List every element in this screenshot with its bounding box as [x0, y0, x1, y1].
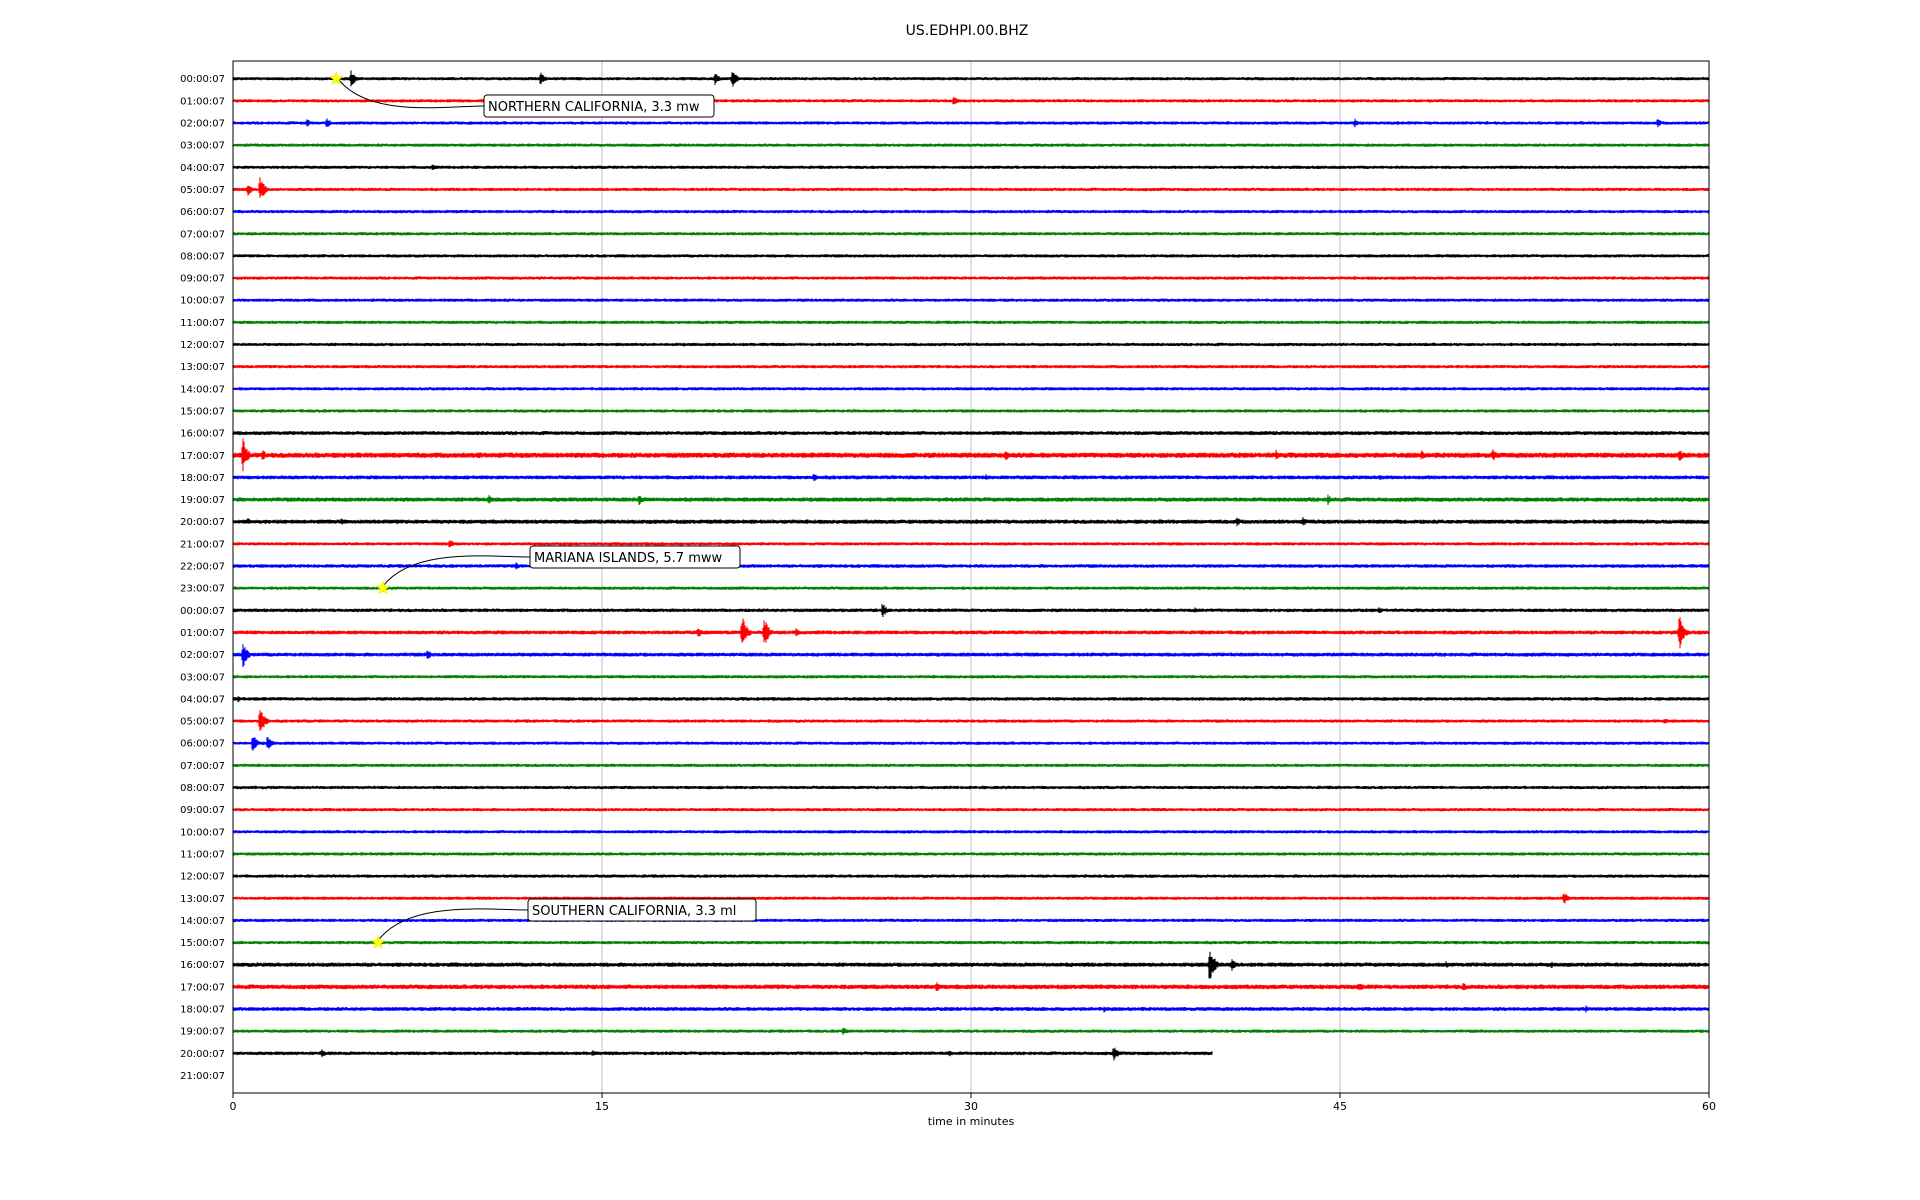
- row-time-label: 11:00:07: [180, 849, 225, 860]
- row-time-label: 13:00:07: [180, 894, 225, 905]
- annotation-connector: [335, 76, 485, 109]
- seismic-trace: [232, 1047, 1213, 1061]
- row-time-label: 14:00:07: [180, 384, 225, 395]
- annotation-connector: [382, 555, 531, 587]
- row-time-label: 19:00:07: [180, 495, 225, 506]
- row-time-label: 18:00:07: [180, 1005, 225, 1016]
- annotation-box: [529, 545, 741, 569]
- row-time-label: 01:00:07: [180, 628, 225, 639]
- grid-lines: [601, 61, 1341, 1093]
- row-time-label: 20:00:07: [180, 1049, 225, 1060]
- row-label-layer: 00:00:07 01:00:07 02:00:07 03:00:07 04:00:07…: [180, 74, 225, 1082]
- row-time-label: 23:00:07: [180, 584, 225, 595]
- row-time-label: 07:00:07: [180, 761, 225, 772]
- row-time-label: 03:00:07: [180, 672, 225, 683]
- annotation-label: NORTHERN CALIFORNIA, 3.3 mw: [488, 100, 700, 115]
- row-time-label: 17:00:07: [180, 451, 225, 462]
- annotation-label: SOUTHERN CALIFORNIA, 3.3 ml: [532, 904, 736, 919]
- seismic-trace: [232, 785, 1710, 790]
- seismic-trace: [232, 763, 1710, 767]
- x-tick-label: 0: [230, 1100, 237, 1113]
- row-time-label: 02:00:07: [180, 650, 225, 661]
- annotation-label: MARIANA ISLANDS, 5.7 mww: [534, 551, 722, 566]
- event-star-marker: [370, 934, 386, 949]
- row-time-label: 11:00:07: [180, 318, 225, 329]
- x-tick-label: 15: [595, 1100, 609, 1113]
- row-time-label: 08:00:07: [180, 251, 225, 262]
- row-time-label: 16:00:07: [180, 429, 225, 440]
- row-time-label: 20:00:07: [180, 517, 225, 528]
- row-time-label: 14:00:07: [180, 916, 225, 927]
- x-tick-label: 45: [1333, 1100, 1347, 1113]
- row-time-label: 00:00:07: [180, 74, 225, 85]
- seismic-trace: [232, 874, 1710, 878]
- row-time-label: 04:00:07: [180, 163, 225, 174]
- row-time-label: 21:00:07: [180, 1071, 225, 1082]
- x-axis-label: time in minutes: [928, 1115, 1015, 1128]
- annotation-box: [527, 898, 757, 922]
- row-time-label: 07:00:07: [180, 229, 225, 240]
- row-time-label: 22:00:07: [180, 562, 225, 573]
- row-time-label: 12:00:07: [180, 872, 225, 883]
- row-time-label: 04:00:07: [180, 694, 225, 705]
- row-time-label: 12:00:07: [180, 340, 225, 351]
- row-time-label: 17:00:07: [180, 982, 225, 993]
- chart-title: US.EDHPI.00.BHZ: [906, 23, 1029, 39]
- row-time-label: 06:00:07: [180, 739, 225, 750]
- row-time-label: 15:00:07: [180, 938, 225, 949]
- row-time-label: 09:00:07: [180, 274, 225, 285]
- event-star-marker: [329, 70, 344, 85]
- seismic-trace: [232, 365, 1710, 369]
- seismic-trace: [232, 276, 1710, 280]
- row-time-label: 21:00:07: [180, 539, 225, 550]
- annotation-connector: [377, 908, 529, 941]
- annotation-box: [483, 94, 715, 118]
- row-time-label: 10:00:07: [180, 296, 225, 307]
- row-time-label: 10:00:07: [180, 827, 225, 838]
- row-time-label: 03:00:07: [180, 141, 225, 152]
- seismic-trace: [232, 830, 1710, 834]
- row-time-label: 15:00:07: [180, 406, 225, 417]
- row-time-label: 16:00:07: [180, 960, 225, 971]
- row-time-label: 05:00:07: [180, 185, 225, 196]
- seismic-trace: [232, 387, 1710, 391]
- row-time-label: 05:00:07: [180, 717, 225, 728]
- event-star-marker: [375, 580, 391, 595]
- event-annotation-layer: NORTHERN CALIFORNIA, 3.3 mw MARIANA ISLAN…: [329, 70, 757, 949]
- seismic-trace: [232, 209, 1710, 214]
- x-tick-label: 60: [1702, 1100, 1716, 1113]
- x-tick-label: 30: [964, 1100, 978, 1113]
- row-time-label: 08:00:07: [180, 783, 225, 794]
- row-time-label: 01:00:07: [180, 96, 225, 107]
- row-time-label: 02:00:07: [180, 119, 225, 130]
- row-time-label: 00:00:07: [180, 606, 225, 617]
- row-time-label: 19:00:07: [180, 1027, 225, 1038]
- row-time-label: 09:00:07: [180, 805, 225, 816]
- row-time-label: 13:00:07: [180, 362, 225, 373]
- x-axis: 0 15 30 45 60: [230, 1093, 1716, 1113]
- row-time-label: 06:00:07: [180, 207, 225, 218]
- row-time-label: 18:00:07: [180, 473, 225, 484]
